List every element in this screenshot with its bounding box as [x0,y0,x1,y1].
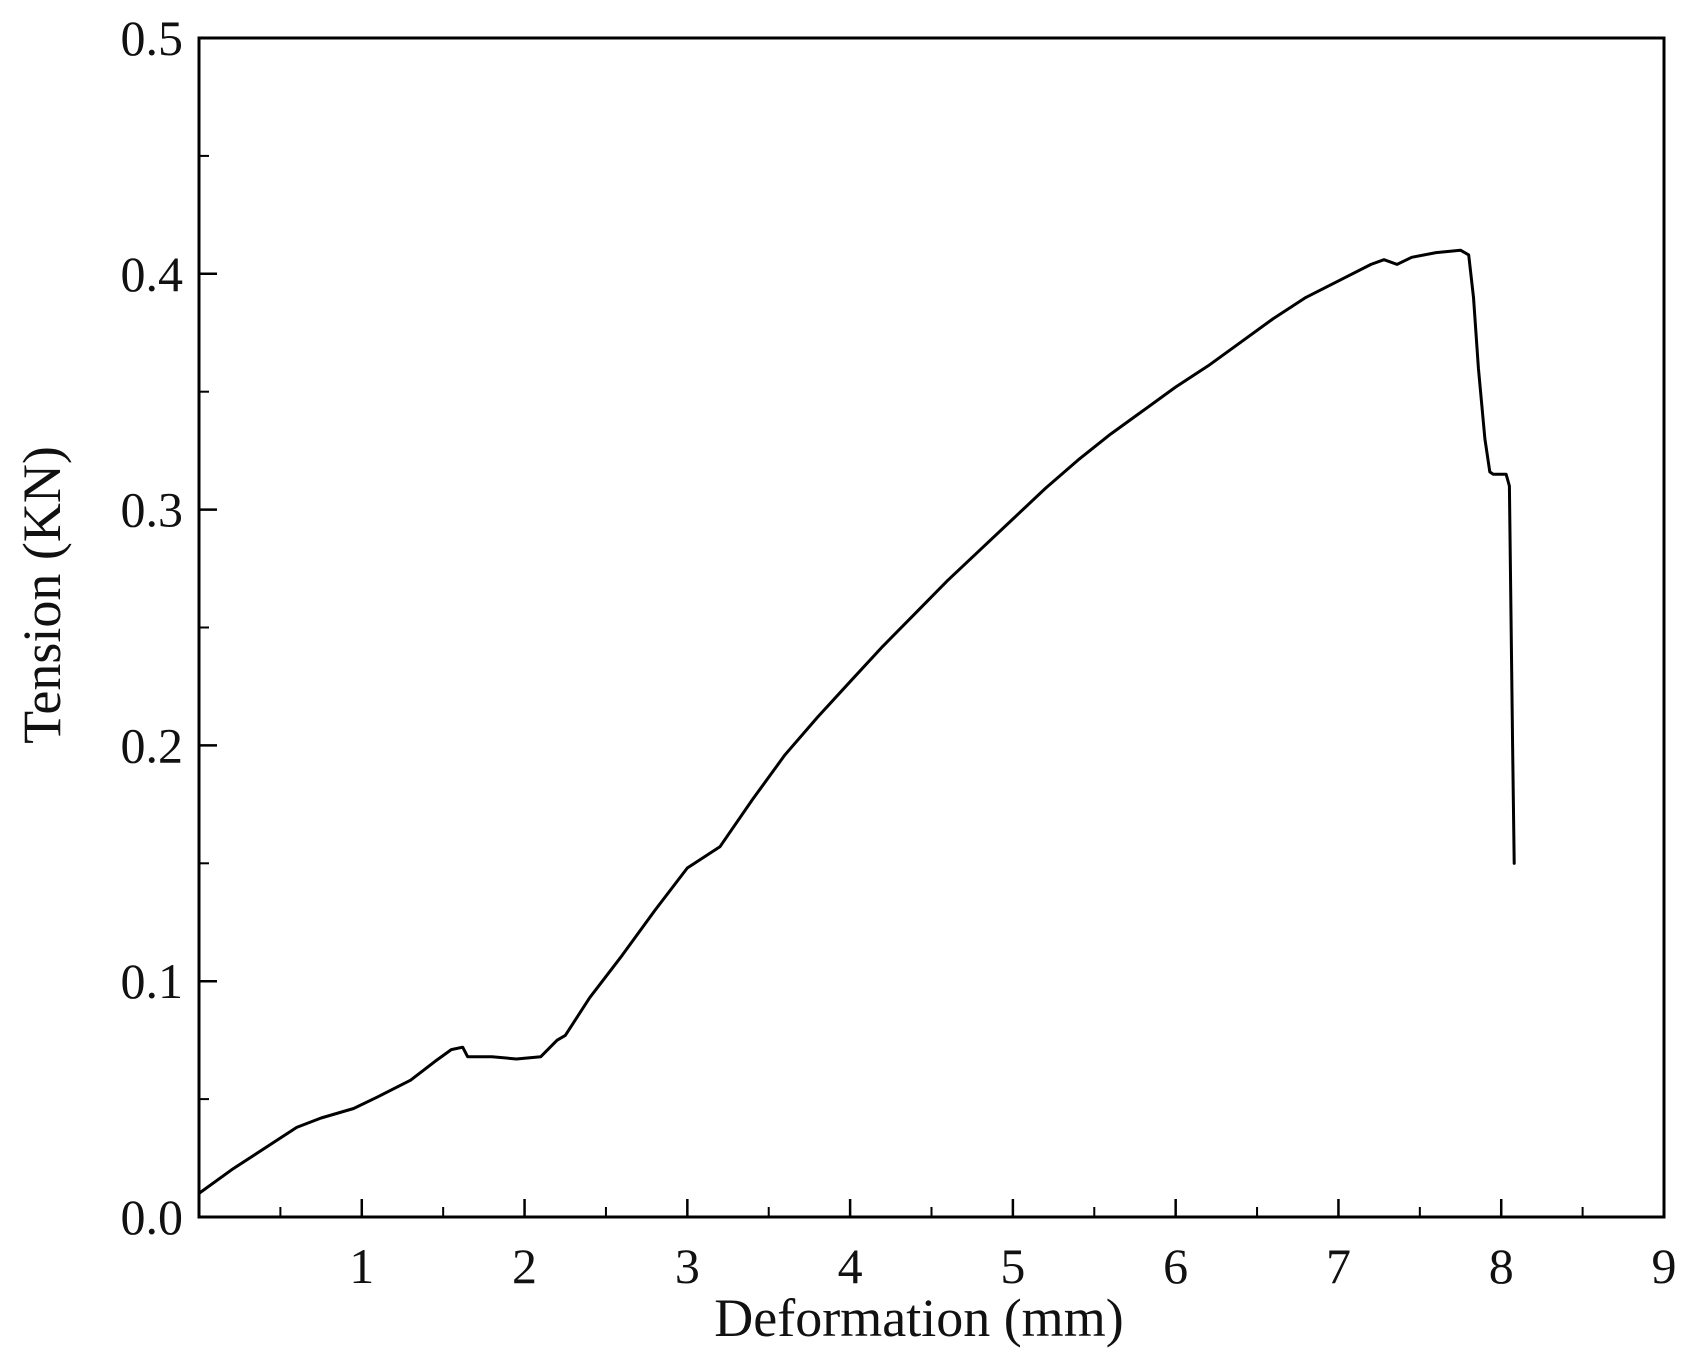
y-tick-label: 0.4 [121,246,184,302]
y-tick-label: 0.5 [121,10,184,66]
x-tick-label: 2 [512,1238,537,1294]
x-tick-label: 9 [1652,1238,1677,1294]
y-axis-title: Tension (KN) [12,446,72,744]
y-tick-label: 0.2 [121,717,184,773]
x-tick-label: 5 [1000,1238,1025,1294]
x-tick-label: 6 [1163,1238,1188,1294]
x-tick-label: 7 [1326,1238,1351,1294]
x-tick-label: 8 [1489,1238,1514,1294]
y-tick-label: 0.3 [121,482,184,538]
y-tick-label: 0.1 [121,953,184,1009]
x-tick-label: 3 [675,1238,700,1294]
plot-layer: 1 2 3 4 5 6 7 8 9 0.0 0.1 0.2 0.3 0.4 0.5 [121,10,1677,1294]
y-tick-label: 0.0 [121,1189,184,1245]
x-tick-label: 1 [349,1238,374,1294]
plot-frame [197,36,1666,1219]
x-tick-label: 4 [838,1238,863,1294]
x-axis-title: Deformation (mm) [714,1288,1123,1348]
tension-curve [197,248,1516,1195]
